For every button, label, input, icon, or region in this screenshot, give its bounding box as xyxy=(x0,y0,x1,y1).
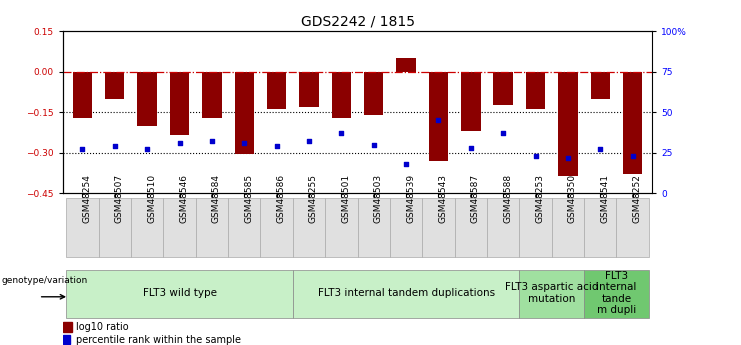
FancyBboxPatch shape xyxy=(487,198,519,257)
FancyBboxPatch shape xyxy=(552,198,584,257)
Bar xyxy=(235,71,254,154)
FancyBboxPatch shape xyxy=(519,198,552,257)
Text: GSM48543: GSM48543 xyxy=(439,174,448,223)
FancyBboxPatch shape xyxy=(293,198,325,257)
Text: GSM48255: GSM48255 xyxy=(309,174,318,223)
FancyBboxPatch shape xyxy=(455,198,487,257)
FancyBboxPatch shape xyxy=(325,198,357,257)
Text: GSM48254: GSM48254 xyxy=(82,174,91,223)
Point xyxy=(433,117,445,123)
Text: GSM48541: GSM48541 xyxy=(600,174,609,223)
Bar xyxy=(170,71,189,135)
FancyBboxPatch shape xyxy=(357,198,390,257)
Point xyxy=(239,140,250,146)
Bar xyxy=(299,71,319,107)
Bar xyxy=(558,71,578,176)
Point xyxy=(303,139,315,144)
Point xyxy=(497,130,509,136)
FancyBboxPatch shape xyxy=(163,198,196,257)
Text: FLT3 aspartic acid
mutation: FLT3 aspartic acid mutation xyxy=(505,282,599,304)
FancyBboxPatch shape xyxy=(66,198,99,257)
Text: GSM48585: GSM48585 xyxy=(245,174,253,223)
Bar xyxy=(105,71,124,99)
Bar xyxy=(429,71,448,161)
Text: GSM48584: GSM48584 xyxy=(212,174,221,223)
Point xyxy=(76,147,88,152)
Text: percentile rank within the sample: percentile rank within the sample xyxy=(76,335,241,345)
Text: GSM48510: GSM48510 xyxy=(147,174,156,223)
Bar xyxy=(267,71,286,109)
Point xyxy=(173,140,185,146)
Text: log10 ratio: log10 ratio xyxy=(76,322,129,332)
Bar xyxy=(63,335,70,344)
FancyBboxPatch shape xyxy=(196,198,228,257)
Point xyxy=(562,155,574,160)
Bar xyxy=(396,58,416,71)
Text: GSM48539: GSM48539 xyxy=(406,174,415,223)
FancyBboxPatch shape xyxy=(584,198,617,257)
FancyBboxPatch shape xyxy=(422,198,455,257)
Bar xyxy=(461,71,480,131)
Point xyxy=(627,153,639,159)
Text: FLT3 wild type: FLT3 wild type xyxy=(142,288,216,298)
Bar xyxy=(63,322,73,332)
FancyBboxPatch shape xyxy=(584,270,649,318)
Point xyxy=(594,147,606,152)
FancyBboxPatch shape xyxy=(228,198,260,257)
Bar xyxy=(494,71,513,105)
Bar xyxy=(591,71,610,99)
FancyBboxPatch shape xyxy=(617,198,649,257)
Text: GSM48588: GSM48588 xyxy=(503,174,512,223)
Point xyxy=(109,144,121,149)
Text: FLT3
internal
tande
m dupli: FLT3 internal tande m dupli xyxy=(597,270,637,315)
Bar xyxy=(332,71,351,118)
Text: FLT3 internal tandem duplications: FLT3 internal tandem duplications xyxy=(318,288,495,298)
Bar xyxy=(202,71,222,118)
Title: GDS2242 / 1815: GDS2242 / 1815 xyxy=(301,14,414,29)
Bar xyxy=(526,71,545,109)
FancyBboxPatch shape xyxy=(131,198,163,257)
Point xyxy=(142,147,153,152)
Text: GSM48586: GSM48586 xyxy=(276,174,285,223)
Bar xyxy=(623,71,642,174)
FancyBboxPatch shape xyxy=(66,270,293,318)
Point xyxy=(465,145,476,150)
FancyBboxPatch shape xyxy=(99,198,131,257)
Text: GSM48501: GSM48501 xyxy=(342,174,350,223)
Point xyxy=(206,139,218,144)
Point xyxy=(530,153,542,159)
Text: GSM48350: GSM48350 xyxy=(568,174,577,223)
Text: GSM48546: GSM48546 xyxy=(179,174,188,223)
Text: genotype/variation: genotype/variation xyxy=(1,276,87,285)
Point xyxy=(400,161,412,167)
Point xyxy=(336,130,348,136)
Bar xyxy=(137,71,157,126)
Text: GSM48503: GSM48503 xyxy=(373,174,382,223)
FancyBboxPatch shape xyxy=(519,270,584,318)
Point xyxy=(368,142,379,147)
Text: GSM48252: GSM48252 xyxy=(633,174,642,223)
Text: GSM48507: GSM48507 xyxy=(115,174,124,223)
FancyBboxPatch shape xyxy=(260,198,293,257)
Bar xyxy=(73,71,92,118)
FancyBboxPatch shape xyxy=(293,270,519,318)
Text: GSM48253: GSM48253 xyxy=(536,174,545,223)
Point xyxy=(270,144,282,149)
FancyBboxPatch shape xyxy=(390,198,422,257)
Text: GSM48587: GSM48587 xyxy=(471,174,480,223)
Bar xyxy=(364,71,383,115)
